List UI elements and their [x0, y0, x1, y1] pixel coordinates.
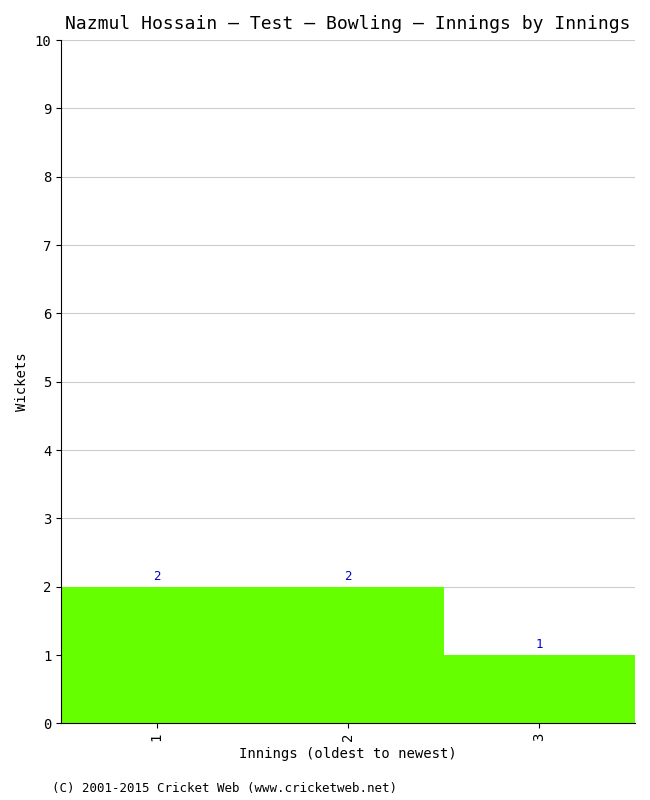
Title: Nazmul Hossain – Test – Bowling – Innings by Innings: Nazmul Hossain – Test – Bowling – Inning… [65, 15, 630, 33]
Text: 1: 1 [536, 638, 543, 651]
Bar [61, 586, 252, 723]
Bar [444, 655, 635, 723]
Text: 2: 2 [153, 570, 161, 582]
Text: 2: 2 [344, 570, 352, 582]
X-axis label: Innings (oldest to newest): Innings (oldest to newest) [239, 747, 457, 761]
Bar [252, 586, 444, 723]
Text: (C) 2001-2015 Cricket Web (www.cricketweb.net): (C) 2001-2015 Cricket Web (www.cricketwe… [52, 782, 397, 795]
Y-axis label: Wickets: Wickets [15, 353, 29, 411]
